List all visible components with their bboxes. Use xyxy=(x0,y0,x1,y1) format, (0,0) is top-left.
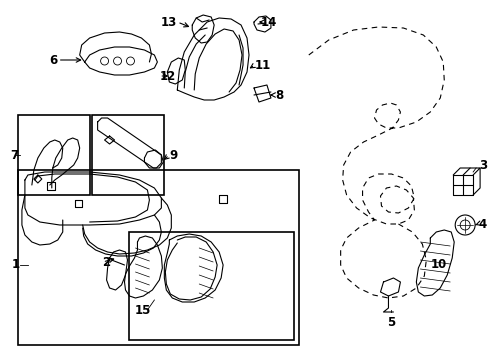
Text: 12: 12 xyxy=(159,69,175,82)
Text: 7: 7 xyxy=(10,149,18,162)
Text: 5: 5 xyxy=(386,316,395,329)
Text: 3: 3 xyxy=(478,158,486,171)
Bar xyxy=(129,232,293,340)
Text: 8: 8 xyxy=(274,89,283,102)
Text: 4: 4 xyxy=(477,217,486,230)
Bar xyxy=(18,170,298,345)
Text: 6: 6 xyxy=(49,54,58,67)
Text: 10: 10 xyxy=(429,258,446,271)
Text: 15: 15 xyxy=(134,303,150,316)
Text: 14: 14 xyxy=(261,15,277,28)
Text: 9: 9 xyxy=(169,149,177,162)
Text: 1: 1 xyxy=(12,258,20,271)
Text: 2: 2 xyxy=(102,256,110,269)
Bar xyxy=(91,115,164,195)
Text: 11: 11 xyxy=(254,59,271,72)
Bar xyxy=(18,115,89,195)
Text: 13: 13 xyxy=(161,15,177,28)
